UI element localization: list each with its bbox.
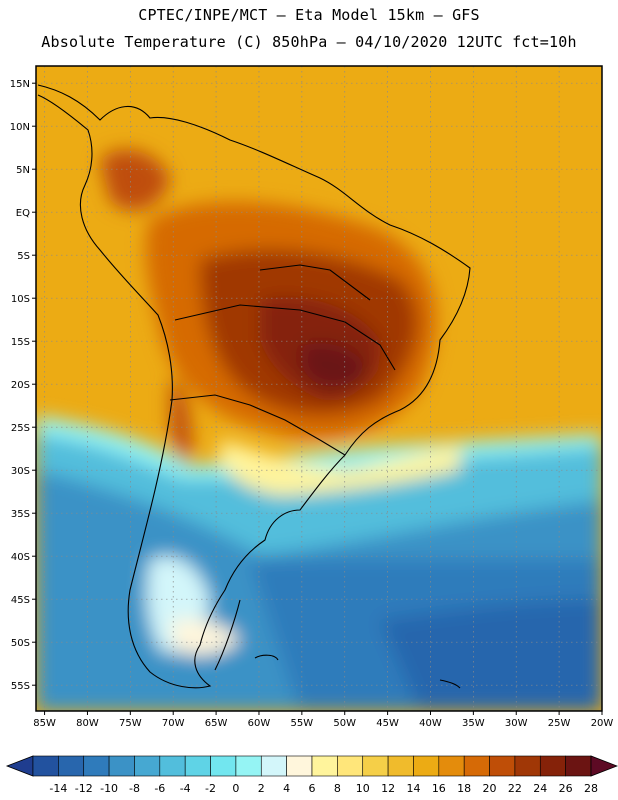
colorbar-label: 18 <box>457 782 471 795</box>
lat-tick-label: 25S <box>11 423 30 434</box>
colorbar-label: 16 <box>432 782 446 795</box>
lat-tick-label: 10N <box>10 122 30 133</box>
colorbar-label: -14 <box>49 782 67 795</box>
colorbar-label: 24 <box>533 782 547 795</box>
lat-tick-label: 15S <box>11 337 30 348</box>
colorbar-label: 10 <box>356 782 370 795</box>
lat-tick-label: 55S <box>11 681 30 692</box>
colorbar-label: 6 <box>309 782 316 795</box>
longitude-axis: 85W 80W 75W 70W 65W 60W 55W 50W 45W 40W 35W 30W 25W 2… <box>33 711 613 729</box>
lat-tick-label: 30S <box>11 466 30 477</box>
colorbar-swatch <box>235 755 262 777</box>
map-title-line2: Absolute Temperature (C) 850hPa – 04/10/… <box>41 33 577 51</box>
colorbar-swatch <box>210 755 237 777</box>
colorbar-min-arrow <box>5 755 34 777</box>
colorbar-label: 12 <box>381 782 395 795</box>
colorbar-label: -4 <box>180 782 191 795</box>
coastline <box>37 84 471 689</box>
lon-tick-label: 80W <box>76 718 99 729</box>
lon-tick-label: 45W <box>376 718 399 729</box>
colorbar-label: 2 <box>258 782 265 795</box>
colorbar-swatch <box>387 755 414 777</box>
colorbar-swatch <box>58 755 85 777</box>
lon-tick-label: 75W <box>119 718 142 729</box>
colorbar <box>5 755 618 777</box>
lon-tick-label: 50W <box>333 718 356 729</box>
lon-tick-label: 70W <box>162 718 185 729</box>
lat-tick-label: 40S <box>11 552 30 563</box>
colorbar-swatch <box>489 755 516 777</box>
colorbar-label: 0 <box>232 782 239 795</box>
colorbar-label: -8 <box>129 782 140 795</box>
colorbar-label: -10 <box>100 782 118 795</box>
lat-tick-label: 15N <box>10 79 30 90</box>
lat-tick-label: 20S <box>11 380 30 391</box>
colorbar-swatch <box>108 755 135 777</box>
colorbar-labels: -14 -12 -10 -8 -6 -4 -2 0 2 4 6 8 10 12 14 16 18 20 22 24 26… <box>49 782 598 795</box>
colorbar-label: 28 <box>584 782 598 795</box>
lon-tick-label: 55W <box>291 718 314 729</box>
colorbar-label: 26 <box>559 782 573 795</box>
lon-tick-label: 60W <box>248 718 271 729</box>
colorbar-label: -6 <box>154 782 165 795</box>
colorbar-label: 20 <box>483 782 497 795</box>
lon-tick-label: 40W <box>419 718 442 729</box>
lat-tick-label: 5S <box>17 251 30 262</box>
colorbar-swatch <box>311 755 338 777</box>
colorbar-swatch <box>32 755 59 777</box>
colorbar-swatch <box>83 755 110 777</box>
colorbar-label: 8 <box>334 782 341 795</box>
colorbar-swatch <box>413 755 440 777</box>
lat-tick-label: 45S <box>11 595 30 606</box>
lon-tick-label: 30W <box>505 718 528 729</box>
lat-tick-label: 35S <box>11 509 30 520</box>
map-frame <box>35 65 603 712</box>
colorbar-swatch <box>438 755 465 777</box>
colorbar-swatch <box>286 755 313 777</box>
colorbar-swatch <box>514 755 541 777</box>
colorbar-label: 14 <box>406 782 420 795</box>
latitude-axis: 15N 10N 5N EQ 5S 10S 15S 20S 25S 30S 35S 40S 45S 50S 5… <box>10 79 36 692</box>
lon-tick-label: 25W <box>548 718 571 729</box>
lon-tick-label: 85W <box>33 718 56 729</box>
lat-tick-label: 50S <box>11 638 30 649</box>
colorbar-swatch <box>159 755 186 777</box>
temperature-field <box>36 66 602 711</box>
colorbar-label: -12 <box>75 782 93 795</box>
colorbar-swatch <box>463 755 490 777</box>
colorbar-swatch <box>362 755 389 777</box>
lon-tick-label: 65W <box>205 718 228 729</box>
lat-tick-label: 5N <box>16 165 30 176</box>
lat-tick-label: EQ <box>16 208 30 219</box>
colorbar-label: 22 <box>508 782 522 795</box>
lon-tick-label: 35W <box>462 718 485 729</box>
colorbar-swatch <box>539 755 566 777</box>
lat-tick-label: 10S <box>11 294 30 305</box>
colorbar-swatch <box>565 755 592 777</box>
lon-tick-label: 20W <box>591 718 614 729</box>
colorbar-swatch <box>337 755 364 777</box>
map-title-line1: CPTEC/INPE/MCT – Eta Model 15km – GFS <box>138 6 480 24</box>
colorbar-label: -2 <box>205 782 216 795</box>
colorbar-swatch <box>260 755 287 777</box>
colorbar-max-arrow <box>590 755 618 777</box>
colorbar-label: 4 <box>283 782 290 795</box>
colorbar-swatch <box>184 755 211 777</box>
colorbar-swatch <box>134 755 161 777</box>
